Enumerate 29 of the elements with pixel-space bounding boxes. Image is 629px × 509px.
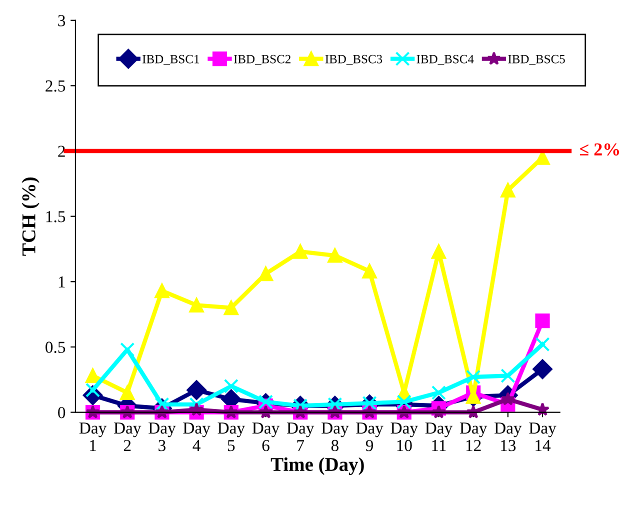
y-tick-label: 2: [58, 146, 65, 157]
x-tick-label: Day 8: [322, 422, 349, 452]
legend-label: IBD_BSC5: [508, 54, 565, 65]
x-tick-label: Day 5: [218, 422, 245, 452]
y-tick-label: 0.5: [46, 342, 66, 353]
x-tick-label: Day 1: [79, 422, 107, 452]
x-tick-label: Day 13: [494, 422, 522, 452]
legend-label: IBD_BSC4: [416, 54, 474, 65]
x-tick-label: Day 3: [148, 422, 176, 452]
x-tick-label: Day 12: [460, 422, 488, 452]
x-tick-label: Day 4: [183, 422, 210, 452]
x-axis-title: Time (Day): [270, 457, 364, 476]
y-axis-title: TCH (%): [22, 177, 40, 256]
y-tick-label: 0: [58, 406, 66, 418]
x-tick-label: Day 6: [252, 422, 280, 452]
ref-line-label: ≤ 2%: [580, 143, 619, 156]
y-tick-label: 1.5: [46, 211, 66, 222]
y-tick-label: 2.5: [46, 80, 66, 92]
x-tick-label: Day 14: [529, 422, 556, 452]
legend-label: IBD_BSC2: [234, 54, 290, 65]
x-tick-label: Day 9: [356, 422, 384, 452]
legend-label: IBD_BSC3: [325, 54, 382, 65]
legend-label: IBD_BSC1: [142, 54, 200, 65]
y-tick-label: 1: [58, 276, 65, 288]
x-tick-label: Day 2: [114, 422, 142, 452]
x-tick-label: Day 11: [425, 422, 453, 452]
x-tick-label: Day 10: [390, 422, 418, 452]
x-tick-label: Day 7: [286, 422, 314, 452]
y-tick-label: 3: [58, 15, 66, 26]
